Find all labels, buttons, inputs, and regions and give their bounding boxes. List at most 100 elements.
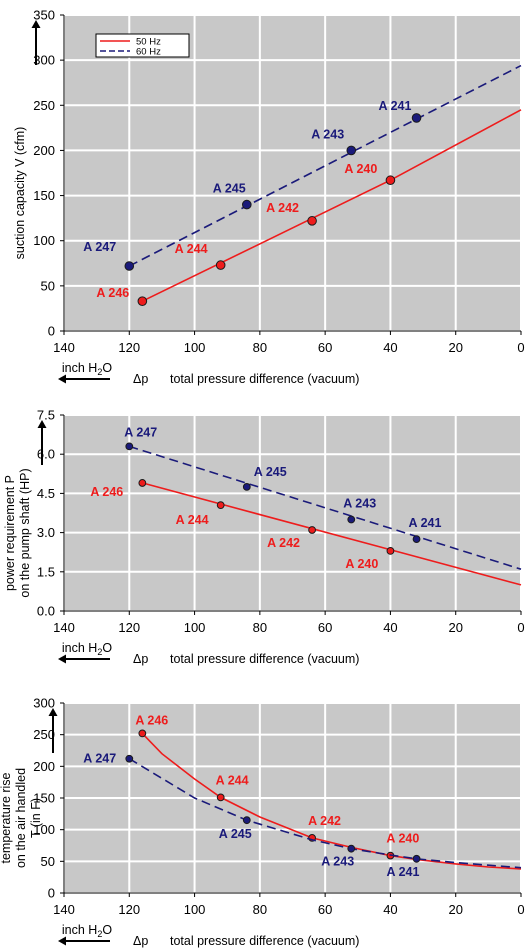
x-tick-label: 40 (383, 620, 397, 635)
point-label: A 243 (311, 127, 344, 141)
x-tick-label: 120 (118, 620, 140, 635)
point-label: A 247 (83, 240, 116, 254)
data-point (308, 526, 316, 534)
x-unit-subscript: 2 (97, 929, 102, 939)
point-label: A 244 (175, 242, 208, 256)
x-tick-label: 120 (118, 902, 140, 917)
point-label: A 246 (135, 713, 168, 727)
point-label: A 244 (216, 773, 249, 787)
x-tick-label: 120 (118, 340, 140, 355)
y-arrow-head (48, 708, 58, 716)
data-point (307, 216, 317, 226)
x-tick-label: 40 (383, 902, 397, 917)
x-tick-label: 140 (53, 620, 75, 635)
x-unit-tail: O (102, 923, 112, 937)
plot-area (64, 15, 521, 331)
x-unit-label: inch H2O (62, 361, 112, 377)
x-unit-tail: O (102, 361, 112, 375)
x-tick-label: 20 (448, 340, 462, 355)
data-point (138, 479, 147, 487)
data-point (412, 854, 421, 863)
y-tick-label: 50 (41, 854, 55, 869)
x-unit-arrow-head (58, 374, 66, 384)
series-50hz: A 246 A 244 A 242 A 240 (135, 713, 522, 870)
data-point (137, 296, 148, 307)
legend-label: 60 Hz (136, 47, 161, 58)
data-point (125, 754, 134, 763)
point-label: A 245 (254, 465, 287, 479)
x-tick-label: 100 (184, 340, 206, 355)
x-tick-label: 0 (517, 620, 524, 635)
x-tick-label: 100 (184, 620, 206, 635)
data-point (346, 145, 357, 156)
y-axis-label: suction capacity V (cfm) (13, 127, 27, 260)
x-delta-symbol: Δp (133, 652, 148, 666)
y-tick-label: 150 (33, 188, 55, 203)
x-unit-part: inch H (62, 361, 97, 375)
point-label: A 240 (386, 832, 419, 846)
data-point (386, 546, 395, 555)
y-tick-label: 200 (33, 143, 55, 158)
data-point (242, 482, 251, 491)
series-line (129, 445, 522, 570)
y-tick-label: 100 (33, 233, 55, 248)
y-axis-label: on the pump shaft (HP) (18, 468, 32, 597)
point-label: A 240 (344, 162, 377, 176)
point-label: A 243 (343, 497, 376, 511)
y-axis-label: on the air handled (14, 768, 28, 868)
point-label: A 246 (96, 286, 129, 300)
point-label: A 242 (267, 536, 300, 550)
y-tick-label: 250 (33, 727, 55, 742)
point-label: A 242 (308, 814, 341, 828)
x-unit-arrow-head (58, 654, 66, 664)
series-50hz: A 246 A 244 A 242 A 240 (90, 479, 522, 586)
y-arrow (37, 420, 47, 465)
legend-label: 50 Hz (136, 37, 161, 48)
x-tick-label: 60 (318, 620, 332, 635)
x-unit-label: inch H2O (62, 641, 112, 657)
chart-panel-2: 0.0 1.5 3.0 4.5 6.0 7.5 140 120 100 80 60 40 20 0 inch… (3, 408, 525, 667)
y-arrow-head (37, 420, 47, 428)
y-tick-label: 0 (48, 886, 55, 901)
data-point (242, 199, 252, 210)
point-label: A 244 (176, 513, 209, 527)
x-tick-label: 80 (253, 620, 267, 635)
y-tick-label: 0.0 (37, 604, 55, 619)
x-tick-label: 0 (517, 902, 524, 917)
x-unit-arrow (58, 654, 110, 664)
y-tick-label: 250 (33, 98, 55, 113)
x-unit-tail: O (102, 641, 112, 655)
y-tick-label: 7.5 (37, 408, 55, 423)
x-tick-label: 80 (253, 902, 267, 917)
y-axis-label: temperature rise (0, 772, 13, 863)
data-point (216, 501, 225, 510)
y-tick-label: 300 (33, 696, 55, 711)
x-axis-label: total pressure difference (vacuum) (170, 934, 359, 948)
point-label: A 245 (213, 182, 246, 196)
series-line (142, 482, 522, 586)
x-tick-label: 140 (53, 902, 75, 917)
x-tick-label: 0 (517, 340, 524, 355)
x-unit-part: inch H (62, 641, 97, 655)
y-tick-label: 100 (33, 822, 55, 837)
point-label: A 242 (266, 201, 299, 215)
data-point (124, 261, 135, 271)
y-axis-label: T (in F) (29, 798, 43, 838)
y-tick-label: 350 (33, 8, 55, 23)
y-axis-label: power requirement P (3, 475, 17, 591)
x-tick-label: 100 (184, 902, 206, 917)
x-tick-label: 20 (448, 902, 462, 917)
y-tick-label: 6.0 (37, 447, 55, 462)
point-label: A 240 (345, 557, 378, 571)
point-label: A 241 (409, 516, 442, 530)
data-point (242, 816, 251, 825)
data-point (347, 515, 356, 524)
x-unit-arrow (58, 374, 110, 384)
plot-area (64, 415, 521, 611)
series-60hz: A 247 A 245 A 243 A 241 (83, 64, 522, 271)
y-arrow (48, 708, 58, 753)
x-delta-symbol: Δp (133, 934, 148, 948)
point-label: A 245 (219, 827, 252, 841)
